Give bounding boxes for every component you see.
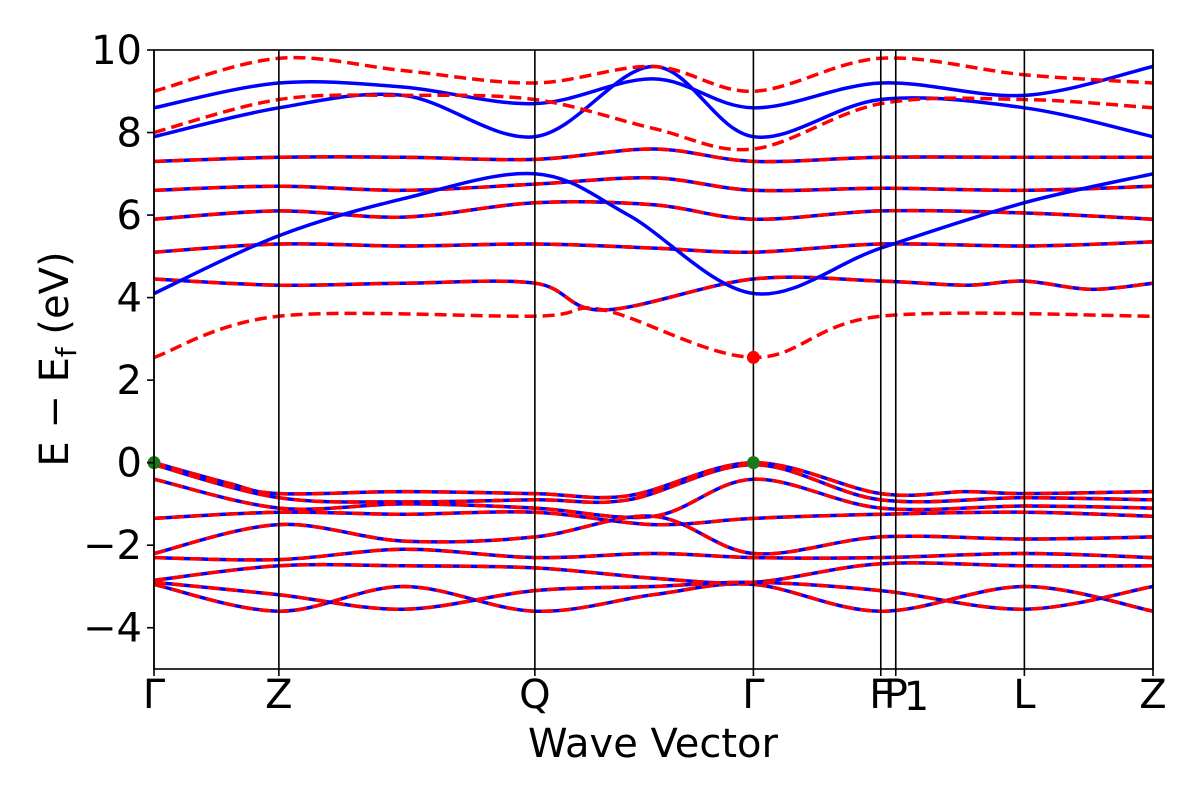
y-tick-label-6: 8 [117, 111, 142, 157]
spin-up-band-8 [154, 64, 1153, 110]
spin-up-band-6 [154, 171, 1153, 296]
cbm-marker-2 [746, 350, 760, 364]
y-tick-label-7: 10 [91, 28, 142, 74]
spin-down-band-1 [154, 275, 1153, 312]
spin-down-band-2 [154, 240, 1153, 255]
spin-down-band-19 [154, 580, 1153, 611]
x-axis-ticks: Γ Z Q Γ FP1 L Z [143, 669, 1167, 720]
y-axis-label: E − Ef (eV) [32, 251, 83, 466]
y-tick-label-4: 4 [117, 276, 142, 322]
x-tick-label-5: P [884, 672, 908, 718]
spin-down-band-0 [154, 306, 1153, 360]
y-tick-label-1: −2 [83, 523, 142, 569]
x-tick-label-3: Γ [742, 672, 765, 718]
y-axis-label-subscript: f [50, 346, 83, 357]
plot-frame [153, 49, 1154, 670]
x-tick-label-6: 1 [904, 674, 929, 720]
spin-down-band-13 [154, 477, 1153, 520]
plot-background [154, 50, 1153, 669]
spin-down-band-10 [154, 55, 1153, 94]
spin-down-band-9 [154, 93, 1153, 152]
extremum-markers [147, 350, 760, 470]
x-tick-label-8: Z [1139, 672, 1166, 718]
y-tick-label-0: −4 [83, 606, 142, 652]
y-axis-label-unit: (eV) [32, 251, 78, 347]
spin-down-band-15 [154, 514, 1153, 556]
y-axis-ticks: −4 −2 0 2 4 6 8 10 [83, 28, 154, 652]
spin-down-band-17 [154, 561, 1153, 585]
x-tick-label-2: Q [519, 672, 550, 718]
y-axis-label-main: E − E [32, 357, 78, 467]
vbm-marker-1 [746, 456, 760, 470]
y-tick-label-3: 2 [117, 358, 142, 404]
spin-down-band-16 [154, 547, 1153, 562]
spin-down-band-12 [154, 462, 1153, 505]
y-tick-label-2: 0 [117, 441, 142, 487]
x-axis-label: Wave Vector [528, 721, 779, 767]
y-tick-label-5: 6 [117, 193, 142, 239]
spin-down-band-18 [154, 582, 1153, 614]
spin-down-band-14 [154, 510, 1153, 527]
spin-down-band-3 [154, 199, 1153, 222]
spin-down-band-5 [154, 147, 1153, 164]
x-tick-label-4: F [869, 672, 892, 718]
spin-down-band-4 [154, 176, 1153, 193]
x-tick-label-0: Γ [143, 672, 166, 718]
x-tick-label-1: Z [265, 672, 292, 718]
x-tick-label-7: L [1013, 672, 1036, 718]
